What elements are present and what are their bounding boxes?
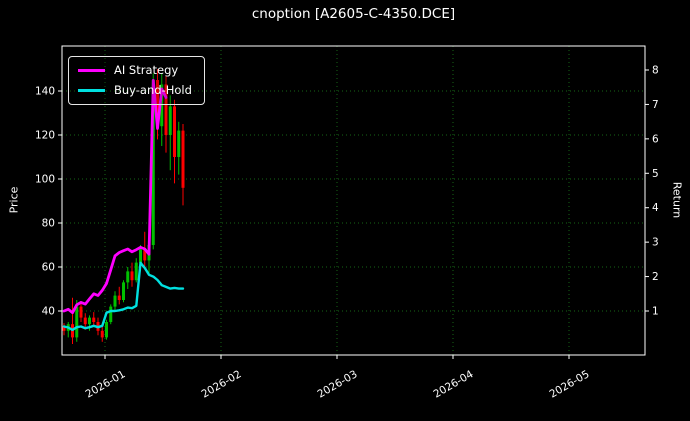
svg-text:2026-03: 2026-03 <box>316 368 360 400</box>
svg-text:2026-04: 2026-04 <box>432 368 476 400</box>
svg-text:7: 7 <box>652 99 659 111</box>
svg-text:2: 2 <box>652 271 659 283</box>
candles <box>62 69 185 344</box>
svg-text:3: 3 <box>652 237 659 249</box>
tick-labels: 40 60 80 100 120 140 1 2 3 4 5 6 7 8 2026-01 2026-02 202… <box>35 64 659 400</box>
svg-text:120: 120 <box>35 130 55 142</box>
svg-text:4: 4 <box>652 202 659 214</box>
svg-text:5: 5 <box>652 168 659 180</box>
svg-text:80: 80 <box>42 218 55 230</box>
buy-and-hold-line-swatch <box>78 88 105 92</box>
svg-text:8: 8 <box>652 64 659 76</box>
axes-frame <box>58 45 649 359</box>
legend: AI Strategy Buy-and-Hold <box>68 56 205 105</box>
svg-text:2026-01: 2026-01 <box>84 368 128 400</box>
svg-text:100: 100 <box>35 174 55 186</box>
legend-item-buy-and-hold: Buy-and-Hold <box>78 83 192 97</box>
svg-text:140: 140 <box>35 86 55 98</box>
svg-text:6: 6 <box>652 133 659 145</box>
svg-text:2026-05: 2026-05 <box>548 368 592 400</box>
ai-strategy-line-swatch <box>78 68 105 72</box>
chart-title: cnoption [A2605-C-4350.DCE] <box>251 6 456 22</box>
legend-label-buy-and-hold: Buy-and-Hold <box>114 83 192 97</box>
svg-text:60: 60 <box>42 262 55 274</box>
svg-text:2026-02: 2026-02 <box>200 368 244 400</box>
svg-text:1: 1 <box>652 306 659 318</box>
legend-item-ai-strategy: AI Strategy <box>78 63 192 77</box>
strategy-lines <box>62 78 185 332</box>
svg-text:40: 40 <box>42 306 55 318</box>
legend-label-ai-strategy: AI Strategy <box>114 63 179 77</box>
